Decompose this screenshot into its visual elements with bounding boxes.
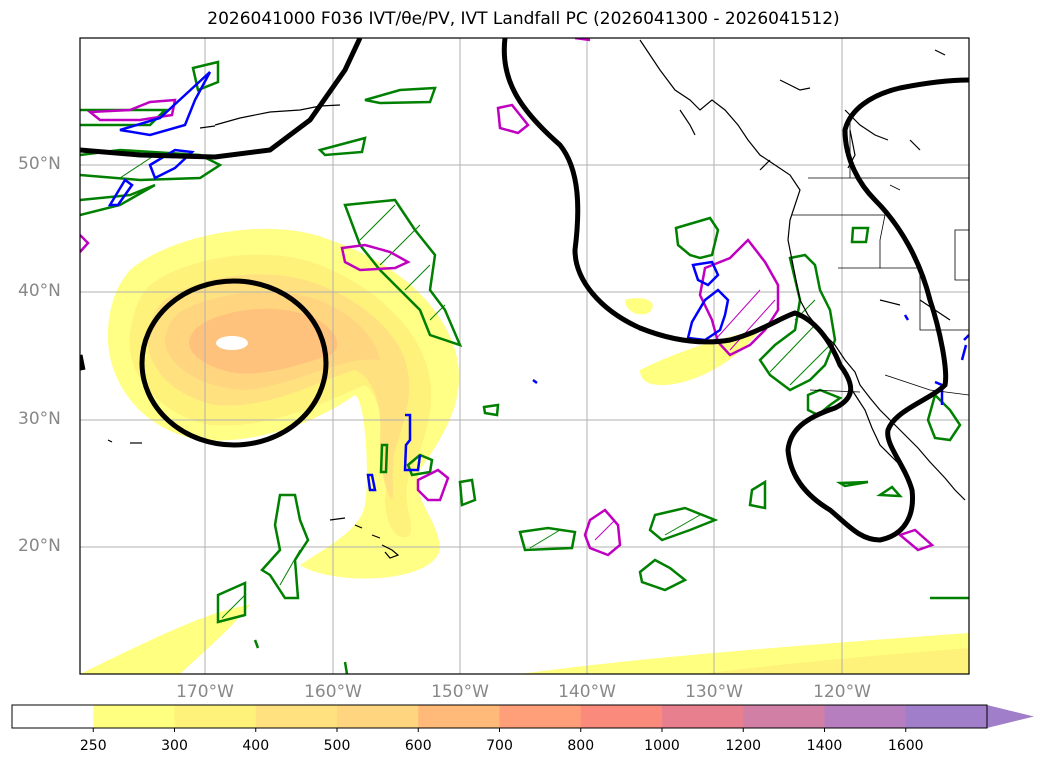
colorbar-tick-label: 1200 — [725, 738, 762, 754]
colorbar-tick-label: 600 — [404, 738, 432, 754]
pv-magenta-contours — [80, 38, 935, 557]
colorbar-tick-label: 700 — [486, 738, 513, 754]
lat-label-30n: 30°N — [18, 409, 61, 429]
colorbar — [11, 704, 1034, 732]
colorbar-segment — [174, 705, 257, 728]
map-panel[interactable] — [0, 0, 1047, 700]
lon-label-170w: 170°W — [176, 682, 234, 702]
colorbar-segment — [418, 705, 500, 728]
ivt-landfall-pc-contour — [80, 38, 969, 543]
lon-label-130w: 130°W — [685, 682, 743, 702]
colorbar-segment — [743, 705, 825, 728]
chart-title: 2026041000 F036 IVT/θe/PV, IVT Landfall … — [207, 9, 840, 29]
theta-e-hatching — [119, 154, 831, 619]
political-borders — [792, 120, 969, 396]
pv-blue-contours — [107, 71, 969, 492]
colorbar-segment — [905, 705, 988, 728]
colorbar-ticks — [92, 728, 907, 732]
lon-label-140w: 140°W — [558, 682, 616, 702]
lon-label-150w: 150°W — [431, 682, 489, 702]
lat-label-40n: 40°N — [18, 281, 61, 301]
colorbar-tick-label: 1000 — [644, 738, 680, 754]
colorbar-segments — [12, 705, 988, 728]
colorbar-segment — [499, 705, 582, 728]
colorbar-segment — [337, 705, 419, 728]
colorbar-tick-label: 1400 — [806, 738, 843, 754]
colorbar-tick-label: 400 — [242, 738, 270, 754]
colorbar-segment — [93, 705, 175, 728]
lon-label-120w: 120°W — [813, 682, 871, 702]
map-frame — [79, 37, 970, 675]
pv-magenta-hatching — [594, 289, 776, 541]
colorbar-tick-label: 1600 — [887, 738, 924, 754]
colorbar-segment — [12, 705, 94, 728]
colorbar-tick-label: 300 — [161, 738, 188, 754]
colorbar-extend-arrow — [987, 705, 1034, 728]
colorbar-segment — [255, 705, 338, 728]
colorbar-segment — [662, 705, 744, 728]
colorbar-segment — [824, 705, 907, 728]
lon-label-160w: 160°W — [304, 682, 362, 702]
colorbar-tick-label: 800 — [567, 738, 595, 754]
colorbar-segment — [580, 705, 663, 728]
lat-label-50n: 50°N — [18, 154, 61, 174]
colorbar-tick-label: 250 — [79, 738, 107, 754]
lat-label-20n: 20°N — [18, 536, 61, 556]
colorbar-tick-label: 500 — [323, 738, 351, 754]
